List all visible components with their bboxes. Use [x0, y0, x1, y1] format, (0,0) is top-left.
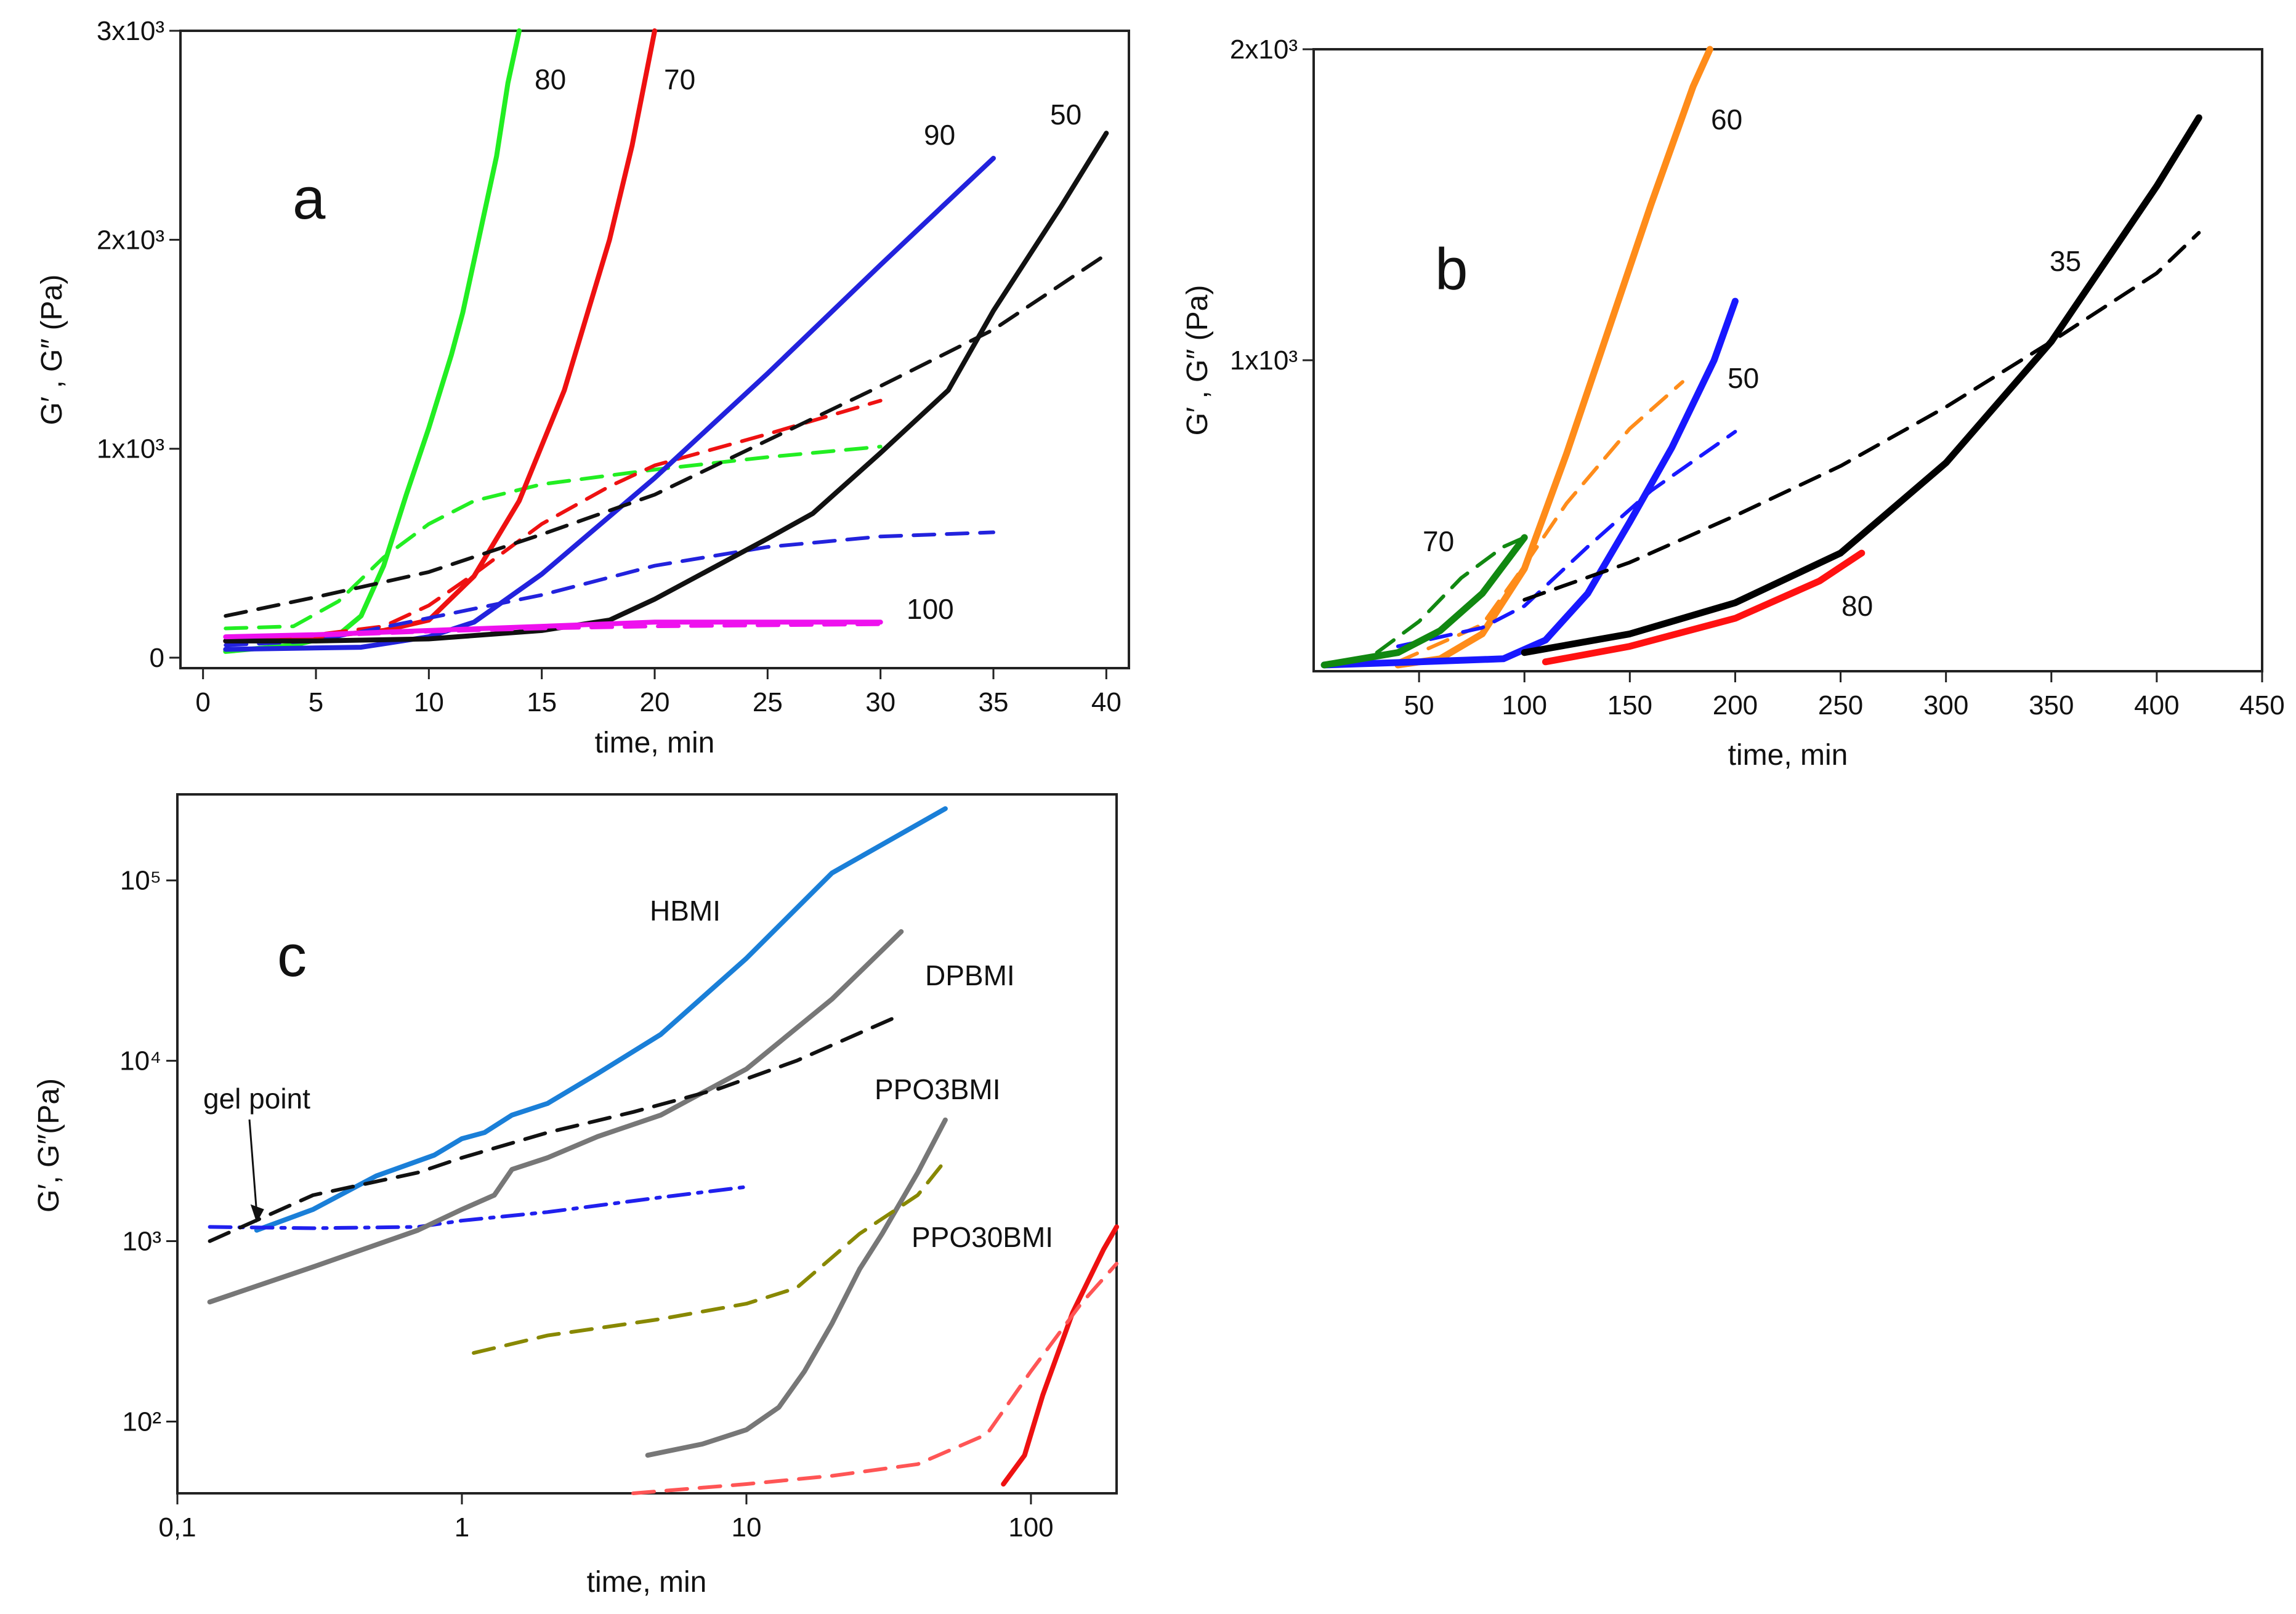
x-tick-label: 10 — [414, 687, 444, 717]
panel-a-label: a — [293, 166, 326, 232]
curve-label: 50 — [1728, 362, 1759, 394]
x-tick-label: 0 — [195, 687, 210, 717]
panel-a-plot-frame — [179, 30, 1130, 669]
series-line-hbmi — [254, 806, 948, 1233]
x-tick-label: 50 — [1404, 690, 1434, 720]
panel-a: a 0 5 10 15 20 25 30 35 40 0 1x10³ 2x10³ 3x10³ 80 70 9… — [36, 16, 1130, 759]
series-line-80-g — [224, 445, 883, 631]
panel-a-series: 80 70 90 50 100 — [223, 28, 1109, 654]
gel-point-arrowhead — [250, 1204, 264, 1223]
curve-label: HBMI — [650, 895, 721, 927]
x-tick-label: 0,1 — [158, 1512, 196, 1543]
series-line-50-g — [1396, 430, 1737, 648]
panel-a-x-axis-label: time, min — [595, 727, 715, 759]
x-tick-label: 30 — [865, 687, 895, 717]
series-line-70-g — [1375, 535, 1527, 655]
x-tick-label: 10 — [731, 1512, 761, 1543]
y-tick-label: 10³ — [122, 1227, 161, 1257]
series-line-dpbmi — [207, 929, 904, 1305]
series-line-100 — [223, 619, 883, 640]
y-tick-label: 1x10³ — [1230, 345, 1298, 376]
panel-b-x-axis-label: time, min — [1728, 739, 1848, 772]
series-line-50 — [1320, 297, 1739, 669]
series-line-100-g — [224, 622, 883, 639]
x-tick-label: 200 — [1713, 690, 1758, 720]
panel-c: c 0,1 1 10 100 10² 10³ 10⁴ 10⁵ HBMI DPBMI PPO3BMI… — [33, 793, 1119, 1599]
curve-label: PPO3BMI — [875, 1073, 1001, 1105]
curve-label: 50 — [1050, 99, 1081, 131]
series-line-35 — [1521, 114, 2202, 656]
curve-label: 70 — [664, 63, 695, 95]
panel-c-label: c — [277, 923, 307, 989]
series-line-50-g — [224, 252, 1109, 618]
x-tick-label: 20 — [640, 687, 670, 717]
curve-label: 90 — [924, 119, 955, 151]
series-line-ppo30bmi — [1001, 1224, 1119, 1487]
y-tick-label: 3x10³ — [97, 16, 164, 46]
curve-label: DPBMI — [925, 959, 1015, 991]
y-tick-label: 10⁵ — [120, 866, 161, 896]
series-line-80 — [223, 28, 522, 654]
x-tick-label: 40 — [1091, 687, 1122, 717]
series-line-ppo3bmi — [645, 1117, 948, 1458]
gel-point-annotation: gel point — [203, 1083, 310, 1115]
y-tick-label: 10² — [122, 1406, 161, 1437]
panel-a-y-axis-label: G′ , G″ (Pa) — [36, 275, 68, 426]
series-line-50 — [223, 131, 1109, 644]
x-tick-label: 300 — [1923, 690, 1968, 720]
panel-b-series: 60 50 70 35 80 — [1320, 46, 2202, 669]
x-tick-label: 1 — [455, 1512, 469, 1543]
gel-point-arrow — [248, 1119, 258, 1213]
series-line-ppo3bmi-g — [472, 1158, 947, 1355]
series-line-90-g — [224, 530, 995, 647]
series-line-90 — [223, 156, 996, 652]
series-line-70-g — [224, 398, 883, 639]
series-line-70 — [1320, 534, 1528, 669]
x-tick-label: 100 — [1008, 1512, 1053, 1543]
curve-label: 35 — [2050, 245, 2081, 277]
curve-label: PPO30BMI — [912, 1221, 1053, 1253]
y-tick-label: 1x10³ — [97, 434, 164, 464]
x-tick-label: 5 — [309, 687, 323, 717]
series-line-70 — [223, 28, 657, 644]
panel-b-y-axis-label: G′ , G″ (Pa) — [1181, 285, 1214, 436]
panel-b-label: b — [1435, 236, 1468, 302]
curve-label: 80 — [1841, 590, 1873, 622]
curve-label: 70 — [1423, 525, 1454, 557]
curve-label: 100 — [907, 593, 954, 625]
x-tick-label: 150 — [1607, 690, 1652, 720]
series-line-35-g — [1522, 231, 2201, 602]
series-line-hbmi-g — [208, 1185, 748, 1230]
y-tick-label: 0 — [150, 643, 164, 673]
y-tick-label: 2x10³ — [1230, 34, 1298, 65]
panel-b-axes: 50 100 150 200 250 300 350 400 450 1x10³ 2x10³ — [1230, 34, 2285, 720]
series-line-80 — [1542, 549, 1866, 666]
panel-c-y-axis-label: G′, G″(Pa) — [33, 1078, 65, 1213]
panel-a-axes: 0 5 10 15 20 25 30 35 40 0 1x10³ 2x10³ 3x10³ — [97, 16, 1122, 717]
panel-c-axes: 0,1 1 10 100 10² 10³ 10⁴ 10⁵ — [119, 866, 1054, 1543]
x-tick-label: 450 — [2239, 690, 2284, 720]
y-tick-label: 2x10³ — [97, 225, 164, 255]
x-tick-label: 350 — [2029, 690, 2074, 720]
panel-c-plot-frame — [176, 793, 1118, 1495]
x-tick-label: 400 — [2134, 690, 2179, 720]
series-line-60 — [1394, 46, 1713, 669]
curve-label: 60 — [1711, 103, 1742, 135]
panel-c-x-axis-label: time, min — [587, 1566, 707, 1599]
x-tick-label: 25 — [753, 687, 783, 717]
curve-label: 80 — [535, 63, 566, 95]
x-tick-label: 15 — [527, 687, 557, 717]
x-tick-label: 100 — [1502, 690, 1547, 720]
y-tick-label: 10⁴ — [119, 1046, 161, 1076]
series-line-ppo30bmi-g — [631, 1262, 1118, 1495]
panel-b: b 50 100 150 200 250 300 350 400 450 1x10³ 2x10³ 6… — [1181, 34, 2285, 772]
panel-c-series: HBMI DPBMI PPO3BMI PPO30BMI gel point — [203, 806, 1119, 1495]
series-line-dpbmi-g — [208, 1012, 903, 1243]
x-tick-label: 250 — [1818, 690, 1863, 720]
x-tick-label: 35 — [979, 687, 1009, 717]
